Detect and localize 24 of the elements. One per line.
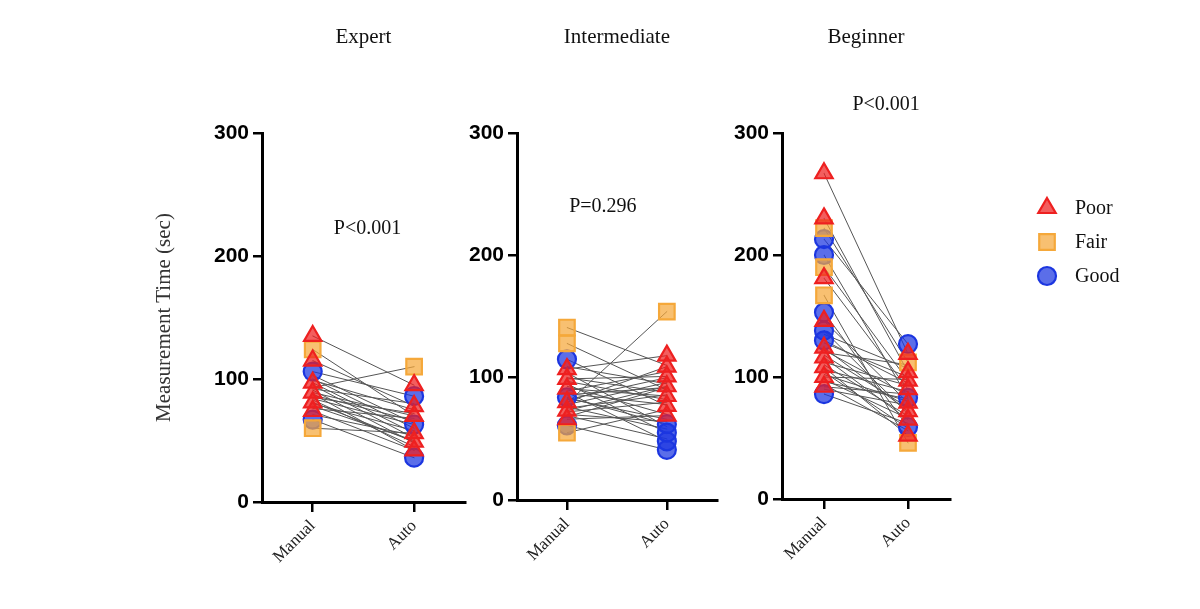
- annotation: P=0.296: [569, 193, 637, 216]
- chart-title: Intermediate: [563, 23, 670, 48]
- y-tick-label: 100: [468, 364, 504, 388]
- chart-title: Expert: [335, 23, 392, 48]
- y-tick-label: 200: [468, 242, 504, 266]
- y-tick-label: 100: [213, 365, 249, 389]
- y-tick-label: 0: [492, 486, 504, 510]
- legend-label: Good: [1075, 264, 1120, 287]
- chart-title: Beginner: [827, 23, 905, 48]
- y-tick-label: 0: [237, 488, 249, 512]
- y-tick-label: 300: [468, 119, 504, 143]
- legend-label: Poor: [1075, 196, 1114, 219]
- y-tick-label: 200: [733, 241, 769, 265]
- legend-label: Fair: [1075, 230, 1108, 253]
- x-tick-label: Auto: [876, 512, 914, 551]
- annotation: P<0.001: [333, 216, 402, 239]
- y-axis-title: Measurement Time (sec): [151, 213, 176, 422]
- text: P<0.001: [852, 92, 920, 115]
- y-tick-label: 300: [733, 119, 769, 143]
- y-tick-label: 200: [213, 242, 249, 266]
- y-tick-label: 0: [757, 485, 769, 509]
- y-tick-label: 300: [213, 119, 249, 143]
- x-tick-label: Auto: [382, 515, 421, 554]
- y-tick-label: 100: [733, 363, 769, 387]
